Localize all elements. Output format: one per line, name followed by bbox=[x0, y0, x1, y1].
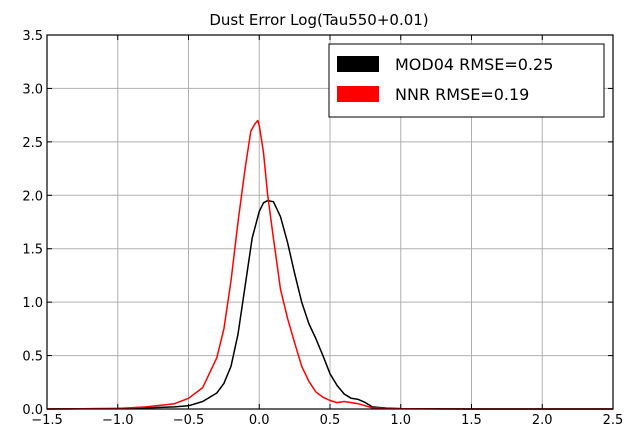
x-tick-label: 1.5 bbox=[461, 413, 482, 428]
x-tick-label: −1.0 bbox=[102, 413, 134, 428]
x-tick-label: 2.0 bbox=[532, 413, 553, 428]
y-tick-label: 0.5 bbox=[22, 350, 43, 365]
x-tick-label: 0.0 bbox=[249, 413, 270, 428]
x-tick-label: −0.5 bbox=[173, 413, 205, 428]
series-lines bbox=[46, 119, 613, 410]
legend: MOD04 RMSE=0.25 NNR RMSE=0.19 bbox=[328, 43, 605, 118]
x-tick-label: 1.0 bbox=[390, 413, 411, 428]
x-tick-label: 0.5 bbox=[320, 413, 341, 428]
y-tick-label: 0.0 bbox=[22, 403, 43, 418]
y-tick-label: 3.0 bbox=[22, 82, 43, 97]
x-tick-label: 2.5 bbox=[603, 413, 624, 428]
legend-label: MOD04 RMSE=0.25 bbox=[395, 55, 553, 74]
ticks: −1.5 −1.0 −0.5 0.0 0.5 1.0 1.5 2.0 2.5 0.0 0.5 1.0 1… bbox=[22, 29, 623, 428]
y-tick-label: 3.5 bbox=[22, 29, 43, 44]
y-tick-label: 1.5 bbox=[22, 243, 43, 258]
y-tick-label: 2.5 bbox=[22, 136, 43, 151]
legend-label: NNR RMSE=0.19 bbox=[395, 85, 529, 104]
chart-title: Dust Error Log(Tau550+0.01) bbox=[209, 11, 428, 29]
series-line-nnr bbox=[46, 119, 613, 410]
legend-swatch bbox=[337, 56, 379, 72]
legend-swatch bbox=[337, 86, 379, 102]
x-tick-label: −1.5 bbox=[31, 413, 63, 428]
series-line-mod04 bbox=[46, 199, 613, 410]
y-tick-label: 2.0 bbox=[22, 189, 43, 204]
y-tick-label: 1.0 bbox=[22, 296, 43, 311]
